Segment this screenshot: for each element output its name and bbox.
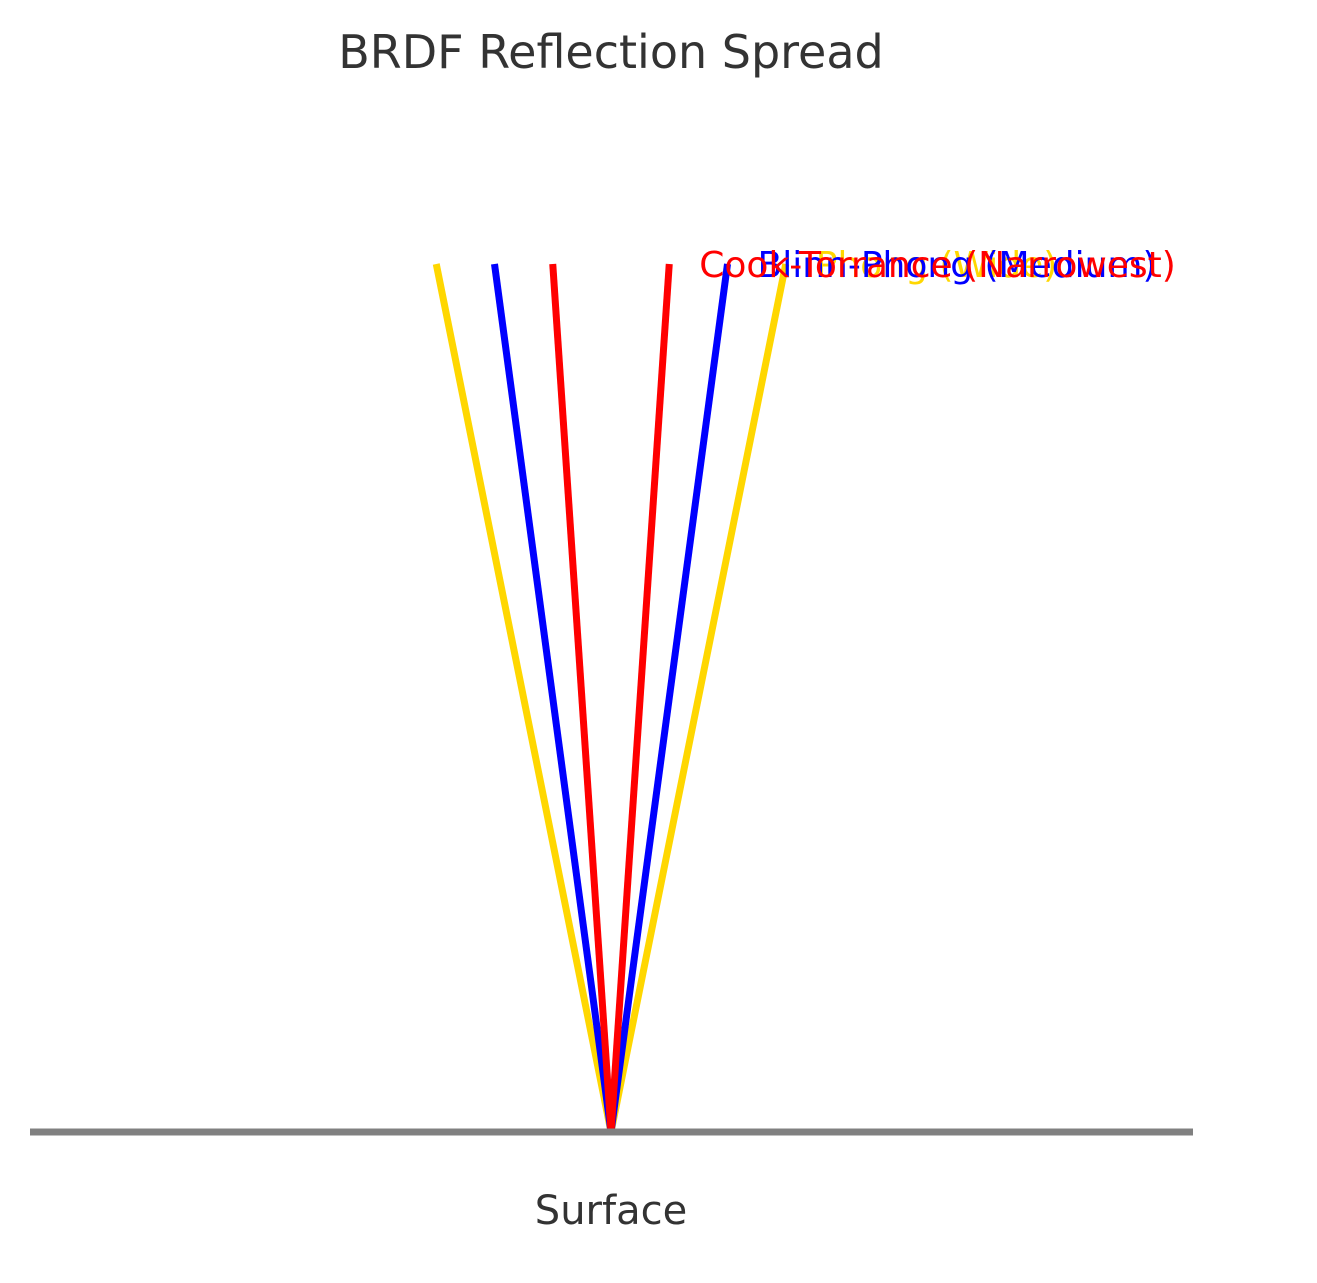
reflection-rays — [432, 263, 790, 1133]
cook-ray-left — [549, 263, 615, 1133]
cook-label: Cook-Torrance (Narrowest) — [699, 245, 1176, 286]
blinn-label: Blinn-Phong (Medium) — [758, 245, 1157, 286]
series-labels: Phong (Wide)Blinn-Phong (Medium)Cook-Tor… — [699, 245, 1176, 286]
phong-label: Phong (Wide) — [816, 245, 1058, 286]
surface-label: Surface — [535, 1188, 687, 1234]
phong-ray-left — [432, 263, 615, 1133]
phong-ray-right — [607, 263, 790, 1133]
blinn-ray-left — [491, 263, 615, 1133]
diagram-title: BRDF Reflection Spread — [338, 25, 884, 79]
cook-ray-right — [607, 263, 673, 1133]
blinn-ray-right — [607, 263, 731, 1133]
